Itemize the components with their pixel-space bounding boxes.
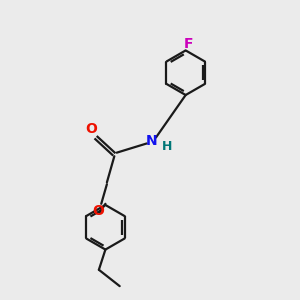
Text: N: N — [146, 134, 157, 148]
Text: O: O — [92, 204, 104, 218]
Text: F: F — [183, 37, 193, 51]
Text: H: H — [162, 140, 172, 153]
Text: O: O — [85, 122, 97, 136]
